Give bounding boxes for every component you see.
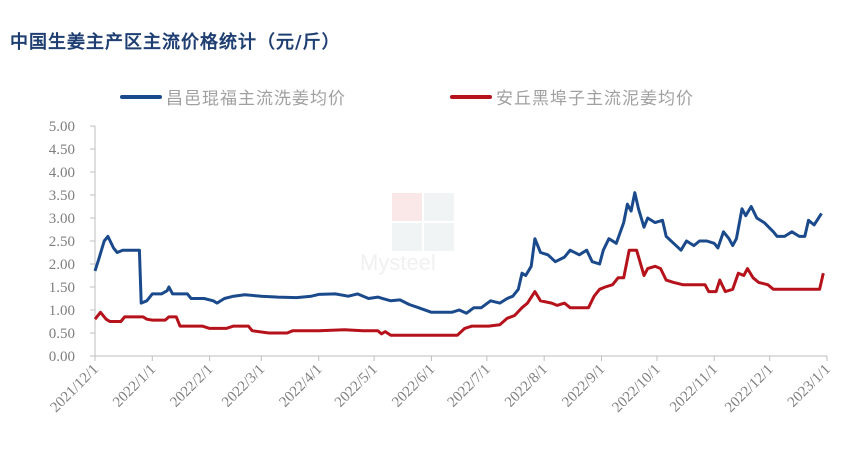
x-tick-label: 2022/4/1 — [276, 362, 325, 411]
x-tick-label: 2022/9/1 — [559, 362, 608, 411]
y-tick-label: 2.50 — [49, 234, 75, 250]
y-tick-label: 0.50 — [49, 326, 75, 342]
y-tick-label: 3.50 — [49, 188, 75, 204]
y-tick-label: 4.50 — [49, 142, 75, 158]
y-tick-label: 3.00 — [49, 211, 75, 227]
chart-title: 中国生姜主产区主流价格统计（元/斤） — [10, 32, 341, 53]
x-tick-label: 2022/2/1 — [167, 362, 216, 411]
y-tick-label: 5.00 — [49, 119, 75, 135]
x-tick-label: 2022/12/1 — [722, 362, 776, 416]
y-tick-label: 1.00 — [49, 303, 75, 319]
legend-label: 昌邑琨福主流洗姜均价 — [166, 89, 346, 109]
axes: 0.00 0.50 1.00 1.50 2.00 2.50 3.00 3.50 4.00 4.50… — [47, 119, 833, 416]
x-tick-label: 2022/7/1 — [445, 362, 494, 411]
x-tick-label: 2022/8/1 — [502, 362, 551, 411]
legend-item-series-2: 安丘黑埠子主流泥姜均价 — [450, 84, 694, 109]
x-tick-label: 2022/1/1 — [110, 362, 159, 411]
legend-item-series-1: 昌邑琨福主流洗姜均价 — [120, 84, 346, 109]
series-line-1 — [93, 191, 823, 315]
y-tick-label: 4.00 — [49, 165, 75, 181]
x-tick-label: 2023/1/1 — [785, 362, 834, 411]
legend-swatch-blue — [120, 94, 162, 99]
series-line-2 — [93, 248, 825, 337]
x-tick-label: 2022/6/1 — [389, 362, 438, 411]
legend-label: 安丘黑埠子主流泥姜均价 — [496, 89, 694, 109]
y-tick-label: 2.00 — [49, 257, 75, 273]
x-tick-label: 2022/3/1 — [219, 362, 268, 411]
x-tick-label: 2022/10/1 — [609, 362, 663, 416]
mysteel-watermark: Mysteel — [360, 193, 454, 275]
x-tick-label: 2021/12/1 — [47, 362, 101, 416]
y-tick-label: 0.00 — [49, 349, 75, 365]
legend-swatch-red — [450, 94, 492, 99]
series-lines — [93, 191, 825, 337]
svg-text:Mysteel: Mysteel — [360, 250, 436, 275]
x-tick-label: 2022/5/1 — [332, 362, 381, 411]
x-tick-label: 2022/11/1 — [667, 362, 721, 416]
y-tick-label: 1.50 — [49, 280, 75, 296]
